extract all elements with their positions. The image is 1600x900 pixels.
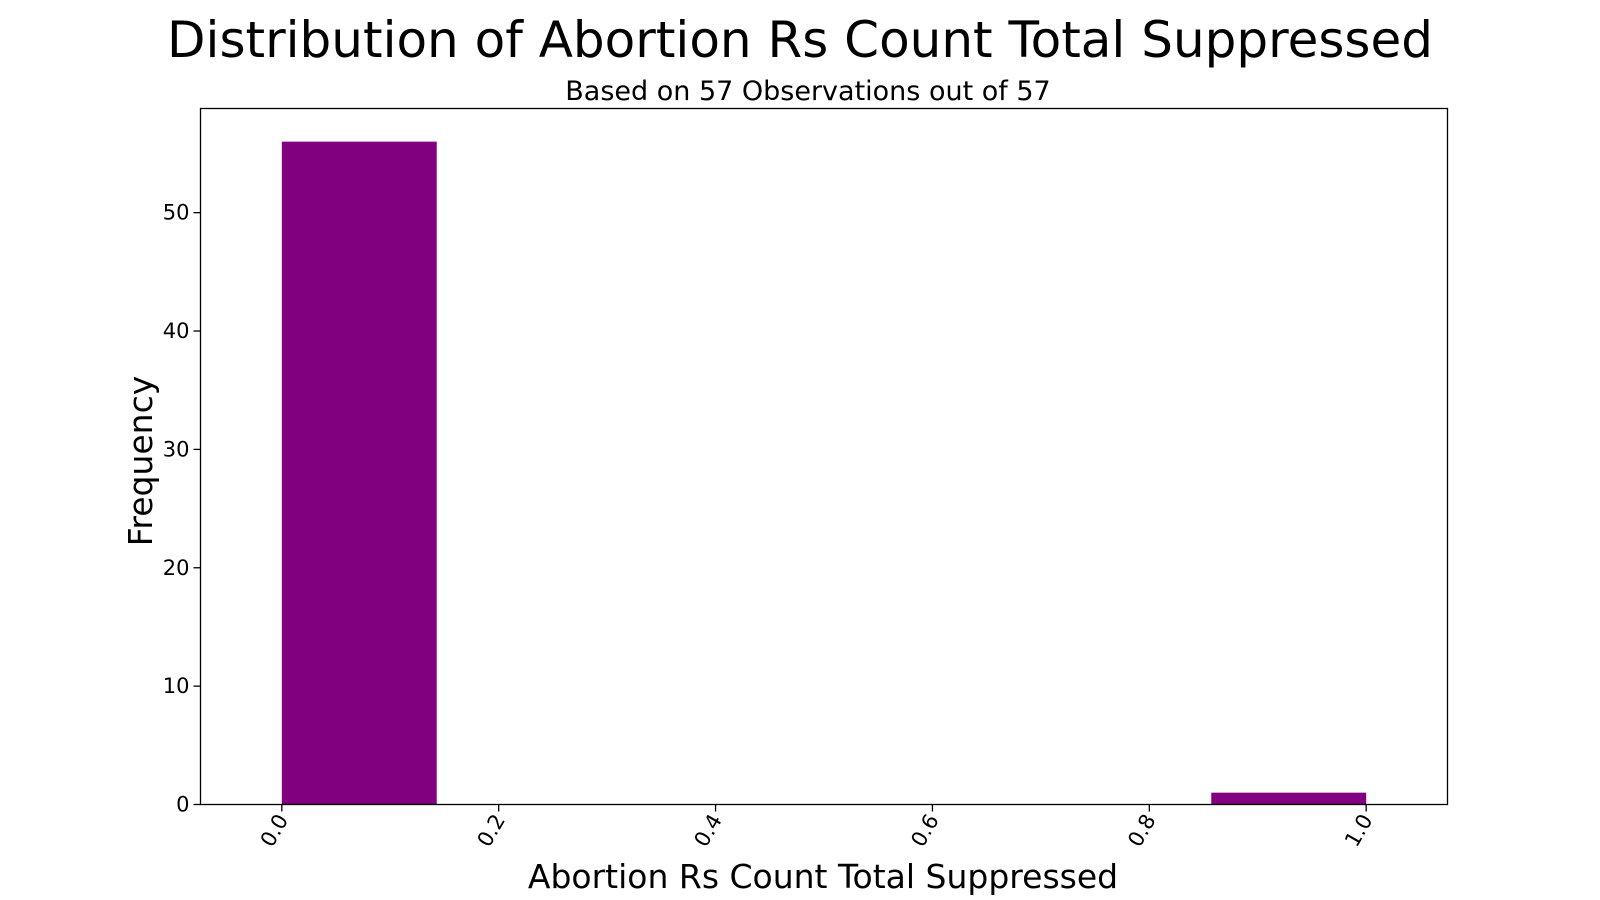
histogram-bar-0: [281, 141, 437, 805]
x-tick-label: 0.4: [689, 810, 726, 851]
x-tick-label: 1.0: [1340, 810, 1377, 851]
chart-title: Distribution of Abortion Rs Count Total …: [167, 11, 1433, 69]
y-axis-label: Frequency: [121, 376, 160, 546]
bars-group: [281, 141, 1367, 805]
x-tick-label: 0.0: [256, 810, 293, 851]
y-tick-label: 40: [163, 319, 190, 343]
x-tick-label: 0.6: [906, 810, 943, 851]
y-tick-label: 20: [163, 556, 190, 580]
y-tick-label: 30: [163, 437, 190, 461]
y-tick-label: 0: [176, 793, 189, 817]
y-axis-ticks: 0 10 20 30 40 50: [163, 201, 201, 817]
plot-frame: [199, 107, 1449, 806]
x-tick-label: 0.8: [1123, 810, 1160, 851]
y-tick-label: 50: [163, 201, 190, 225]
x-axis-label: Abortion Rs Count Total Suppressed: [528, 857, 1118, 896]
histogram-bar-6: [1211, 792, 1367, 805]
x-tick-label: 0.2: [473, 810, 510, 851]
y-tick-label: 10: [163, 674, 190, 698]
chart-subtitle: Based on 57 Observations out of 57: [565, 76, 1050, 107]
x-axis-ticks: 0.0 0.2 0.4 0.6 0.8 1.0: [256, 804, 1378, 851]
